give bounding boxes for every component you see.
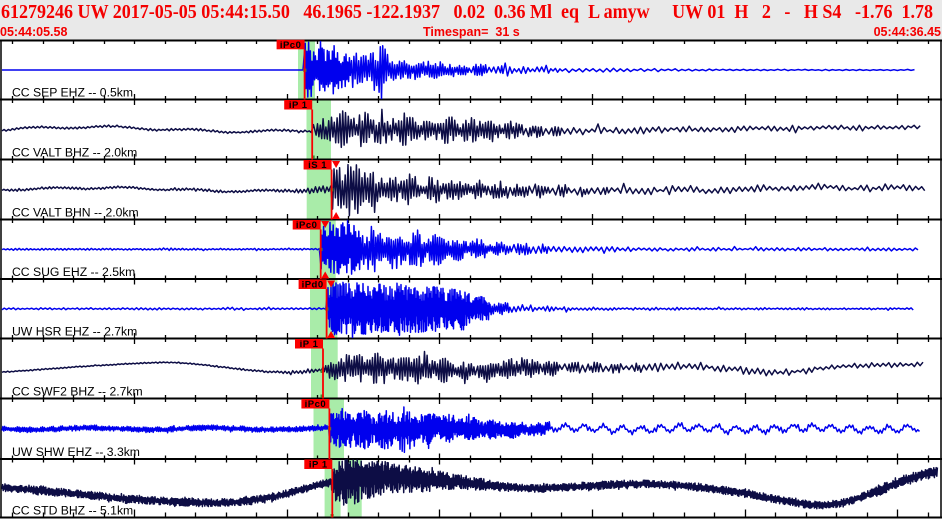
svg-text:61279246 UW 2017-05-05 05:44:1: 61279246 UW 2017-05-05 05:44:15.50 46.19… (1, 1, 933, 23)
svg-text:iP 1: iP 1 (309, 460, 328, 471)
svg-text:CC SUG EHZ -- 2.5km: CC SUG EHZ -- 2.5km (12, 265, 135, 279)
svg-text:iS 1: iS 1 (308, 160, 327, 171)
svg-text:iPc0: iPc0 (280, 40, 302, 51)
svg-text:CC VALT BHZ -- 2.0km: CC VALT BHZ -- 2.0km (12, 146, 137, 160)
svg-text:iPc0: iPc0 (305, 399, 327, 410)
svg-text:Timespan= 31 s: Timespan= 31 s (423, 25, 520, 39)
svg-text:05:44:36.45: 05:44:36.45 (874, 25, 941, 39)
svg-text:CC SEP EHZ -- 0.5km: CC SEP EHZ -- 0.5km (12, 86, 133, 100)
svg-text:CC VALT BHN -- 2.0km: CC VALT BHN -- 2.0km (12, 206, 139, 220)
svg-text:UW SHW EHZ -- 3.3km: UW SHW EHZ -- 3.3km (12, 445, 140, 459)
svg-text:iP 1: iP 1 (300, 339, 319, 350)
svg-text:UW HSR EHZ -- 2.7km: UW HSR EHZ -- 2.7km (12, 325, 137, 339)
svg-text:iPd0: iPd0 (302, 280, 324, 291)
svg-text:iPc0: iPc0 (296, 220, 318, 231)
svg-text:CC STD BHZ -- 5.1km: CC STD BHZ -- 5.1km (12, 504, 133, 518)
svg-text:iP 1: iP 1 (289, 100, 308, 111)
svg-text:CC SWF2 BHZ -- 2.7km: CC SWF2 BHZ -- 2.7km (12, 385, 143, 399)
svg-text:05:44:05.58: 05:44:05.58 (0, 25, 67, 39)
